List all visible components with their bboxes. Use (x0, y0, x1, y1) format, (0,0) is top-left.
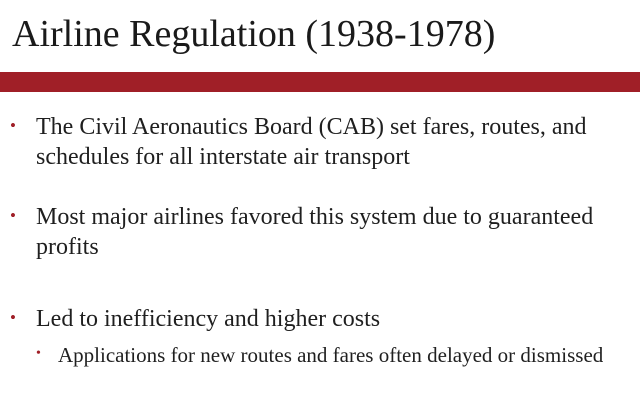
bullet-text: Led to inefficiency and higher costs (36, 306, 381, 332)
bullet-marker: • (10, 206, 16, 225)
sub-bullet-text: Applications for new routes and fares of… (58, 343, 604, 367)
bullet-text: Most major airlines favored this system … (36, 204, 594, 260)
bullet-text: The Civil Aeronautics Board (CAB) set fa… (36, 114, 587, 170)
title-divider-bar (0, 72, 640, 92)
sub-bullet-marker: • (36, 346, 41, 361)
slide-title: Airline Regulation (1938-1978) (12, 13, 496, 55)
bullet-marker: • (10, 308, 16, 327)
bullet-marker: • (10, 116, 16, 135)
